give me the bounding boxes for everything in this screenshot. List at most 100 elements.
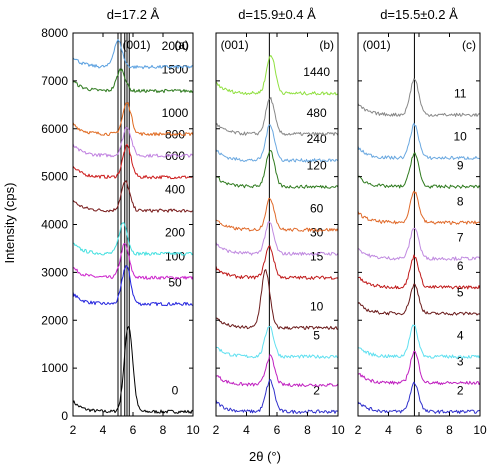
series-line-0 (72, 325, 194, 414)
peak-index-label: (001) (221, 38, 249, 52)
series-label: 3 (457, 355, 464, 369)
x-tick-label: 4 (385, 423, 392, 437)
series-line-2 (357, 381, 481, 414)
series-line-5 (215, 326, 339, 359)
series-line-30 (215, 220, 339, 256)
panel-letter: (c) (462, 38, 476, 52)
series-label: 200 (165, 225, 185, 239)
panel-letter: (a) (174, 38, 189, 52)
x-tick-label: 4 (243, 423, 250, 437)
x-axis-title-text: 2θ (°) (249, 449, 281, 464)
y-tick-label: 4000 (41, 218, 68, 232)
x-tick-label: 2 (355, 423, 362, 437)
panel-c: d=15.5±0.2 Å 2 3 4 5 6 7 8 9 10 11 2 4 6 8 10 (001) (c) (355, 7, 487, 437)
series-label: 2000 (162, 39, 189, 53)
series-line-9 (357, 152, 481, 189)
series-line-60 (215, 197, 339, 232)
series-line-7 (357, 227, 481, 261)
x-tick-label: 10 (186, 423, 200, 437)
series-label: 6 (457, 259, 464, 273)
series-label: 11 (454, 87, 467, 101)
series-line-600 (72, 143, 194, 180)
series-line-50 (72, 265, 194, 307)
series-label: 7 (457, 230, 464, 244)
series-label: 10 (453, 130, 467, 144)
y-axis-title: Intensity (cps) (2, 183, 17, 264)
y-tick-label: 3000 (41, 265, 68, 279)
series-label: 480 (307, 106, 327, 120)
peak-index-label: (001) (363, 38, 391, 52)
series-line-200 (73, 222, 194, 256)
series-label: 9 (457, 158, 464, 172)
x-tick-label: 10 (473, 423, 487, 437)
y-tick-label: 2000 (41, 313, 68, 327)
series-line-480 (215, 96, 339, 137)
series-label: 60 (310, 202, 324, 216)
series-line-4 (357, 324, 481, 359)
x-tick-label: 2 (213, 423, 220, 437)
y-tick-label: 0 (61, 409, 68, 423)
x-tick-label: 6 (130, 423, 137, 437)
y-tick-label: 6000 (41, 122, 68, 136)
series-label: 50 (168, 276, 182, 290)
series-label: 100 (165, 249, 185, 263)
series-line-2000 (72, 39, 194, 70)
series-line-400 (72, 180, 194, 213)
series-label: 2 (457, 383, 464, 397)
x-tick-label: 10 (331, 423, 345, 437)
series-line-1500 (72, 68, 194, 94)
series-label: 5 (313, 328, 320, 342)
y-tick-label: 5000 (41, 170, 68, 184)
series-label: 2 (313, 383, 320, 397)
series-label: 8 (457, 194, 464, 208)
series-line-240 (215, 124, 339, 163)
series-label: 1000 (162, 106, 189, 120)
series-line-8 (357, 190, 481, 225)
series-label: 600 (165, 149, 185, 163)
series-line-10 (357, 122, 481, 160)
panel-title: d=15.5±0.2 Å (380, 7, 458, 22)
x-tick-label: 8 (160, 423, 167, 437)
series-line-2 (215, 378, 339, 414)
x-axis-title: 2θ (°) (249, 449, 281, 464)
y-tick-label: 8000 (41, 26, 68, 40)
series-line-120 (215, 150, 339, 189)
x-tick-label: 6 (416, 423, 423, 437)
series-label: 5 (457, 285, 464, 299)
series-label: 240 (307, 132, 327, 146)
panel-letter: (b) (319, 38, 334, 52)
series-line-3 (357, 350, 481, 386)
series-label: 400 (165, 182, 185, 196)
x-tick-label: 8 (304, 423, 311, 437)
series-label: 15 (310, 249, 324, 263)
panel-title: d=15.9±0.4 Å (238, 7, 316, 22)
peak-index-label: (001) (123, 38, 151, 52)
series-label: 4 (457, 328, 464, 342)
x-tick-label: 6 (274, 423, 281, 437)
series-label: 30 (310, 225, 324, 239)
series-line-6 (358, 254, 481, 290)
series-label: 1440 (303, 65, 330, 79)
series-line-1000 (72, 102, 194, 137)
series-line-1440 (215, 55, 339, 96)
x-tick-label: 8 (446, 423, 453, 437)
x-tick-label: 4 (100, 423, 107, 437)
series-line-unlabelled (216, 354, 339, 387)
series-line-10 (215, 269, 339, 330)
series-line-100 (72, 243, 194, 280)
series-label: 1500 (162, 63, 189, 77)
series-line-15 (215, 245, 339, 280)
y-tick-label: 7000 (41, 74, 68, 88)
series-line-800 (72, 126, 194, 158)
x-tick-label: 2 (70, 423, 77, 437)
series-line-11 (357, 78, 481, 117)
series-label: 0 (172, 383, 179, 397)
panel-title: d=17.2 Å (107, 7, 160, 22)
series-label: 10 (310, 300, 324, 314)
y-tick-label: 1000 (41, 361, 68, 375)
y-axis-title-text: Intensity (cps) (2, 183, 17, 264)
